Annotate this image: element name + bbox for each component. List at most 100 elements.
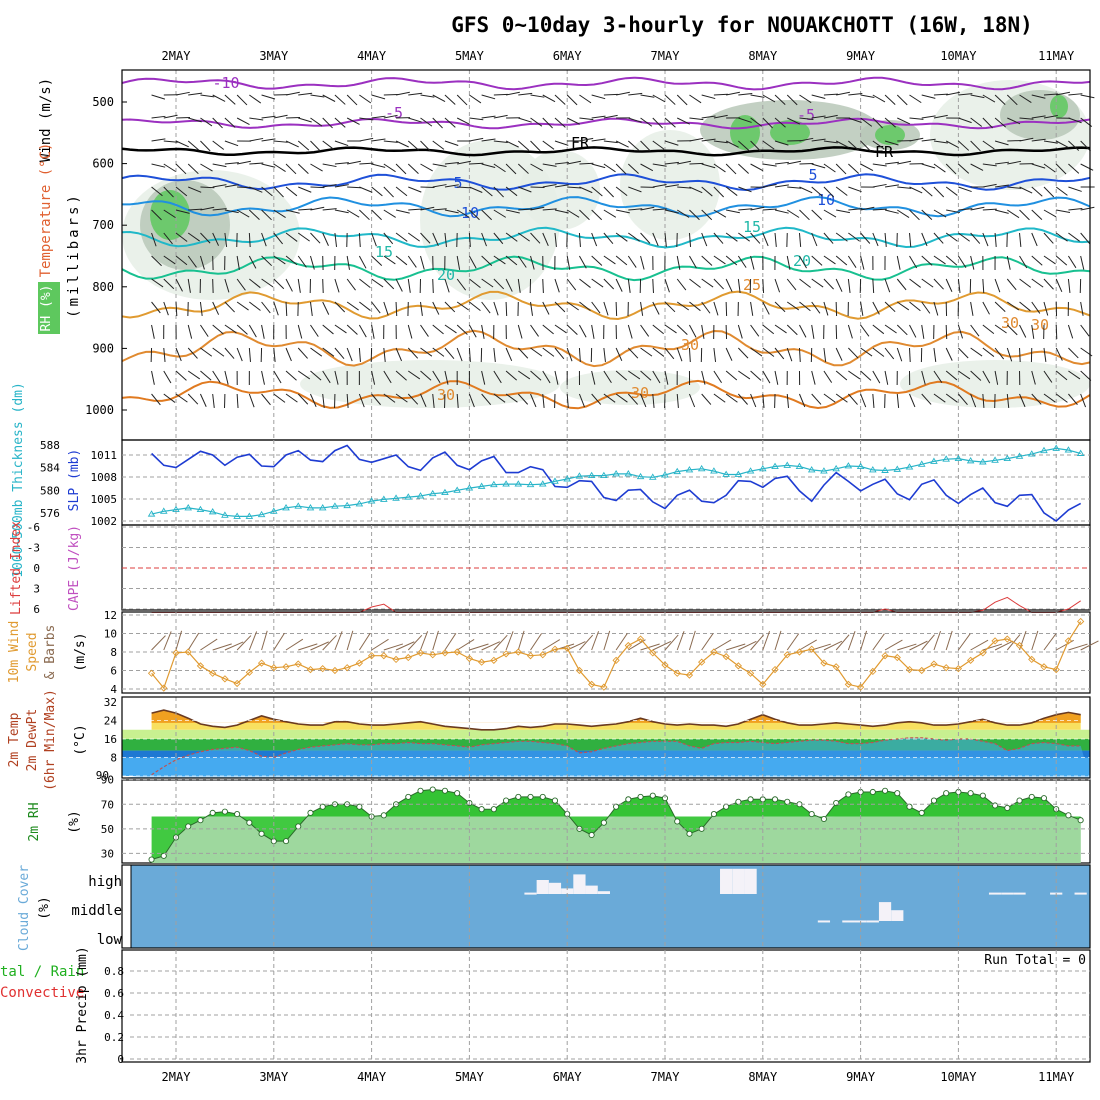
wind-barb [1043, 393, 1056, 403]
wind-barb [542, 232, 549, 247]
wind-barb [1019, 232, 1022, 247]
wind-barb [542, 184, 557, 188]
rh-marker [1040, 795, 1048, 802]
thickness-marker [538, 480, 547, 487]
wind-barb [701, 94, 716, 100]
wind-barb [750, 255, 755, 270]
wind10-barb [469, 643, 489, 651]
wind-speed-marker [783, 651, 791, 659]
wind-barb [371, 324, 375, 339]
wind-barb [1006, 255, 1011, 270]
thickness-marker [1015, 452, 1024, 459]
thickness-marker [196, 505, 205, 513]
wind-barb [481, 370, 486, 385]
wind-barb [933, 232, 944, 244]
wind-barb [505, 347, 513, 362]
wind-barb [615, 163, 627, 175]
wind-barb [848, 140, 860, 151]
wind-barb [701, 209, 713, 221]
wind-barb [309, 255, 315, 270]
wind-speed-marker [1052, 665, 1060, 674]
wind-barb [591, 301, 601, 314]
wind-barb [664, 161, 679, 165]
wind-barb [860, 393, 867, 408]
wind-barb [640, 232, 651, 244]
wind-barb [786, 209, 800, 218]
rh-marker [295, 823, 302, 830]
wind-barb [896, 324, 908, 336]
wind-barb [444, 301, 456, 313]
thickness-marker [1064, 446, 1073, 453]
wind-barb [199, 255, 205, 270]
wind-barb [1043, 114, 1058, 119]
wind-barb [469, 117, 484, 121]
wind-barb [395, 91, 410, 96]
wind-barb [701, 370, 706, 385]
wind-barb [603, 278, 615, 290]
wind-barb [982, 140, 995, 150]
wind-barb [468, 255, 477, 269]
wind-tick-label: 4 [110, 683, 117, 696]
wind-barb [518, 117, 532, 123]
wind-barb [1006, 94, 1018, 106]
wind-speed-marker [856, 683, 865, 691]
wind-barb [689, 301, 701, 312]
rh-marker [551, 797, 559, 804]
wind-barb [921, 163, 936, 169]
wind-barb [909, 301, 921, 312]
wind-barb [970, 232, 981, 244]
wind-barb [713, 301, 719, 316]
wind-barb [958, 208, 973, 211]
wind-barb [970, 140, 981, 152]
wind-barb [909, 186, 923, 194]
wind10-barb [615, 633, 628, 651]
wind-barb [530, 370, 542, 381]
wind-barb [432, 370, 441, 384]
wind-barb [799, 117, 814, 120]
wind-barb [615, 140, 629, 148]
thickness-marker [930, 457, 938, 464]
wind-barb [1080, 324, 1090, 337]
wind-barb [456, 301, 469, 311]
wind-barb [799, 162, 814, 165]
thickness-marker [404, 493, 413, 500]
wind-barb [725, 186, 738, 196]
wind-barb [897, 117, 911, 125]
wind-barb [872, 278, 875, 294]
thickness-marker [722, 470, 730, 477]
rh-marker [527, 793, 534, 800]
wind-barb [383, 140, 398, 143]
wind-barb [872, 140, 885, 150]
wind-barb [199, 393, 207, 407]
wind-barb [175, 91, 190, 96]
wind-barb [518, 208, 533, 211]
wind-barb [970, 347, 983, 357]
rh-marker [625, 796, 632, 803]
wind-barb [774, 232, 777, 247]
wind-barb [640, 206, 655, 211]
wind-barb [811, 278, 824, 288]
wind10-barb [640, 643, 660, 651]
date-label-bottom: 2MAY [162, 1070, 192, 1084]
wind-barb [1043, 255, 1056, 265]
wind-barb [909, 393, 916, 408]
li-tick-label: -3 [27, 542, 40, 555]
rh-marker [1028, 793, 1035, 800]
cloud-block-high [732, 868, 745, 894]
temp-frame [121, 696, 1091, 779]
wind-barb [163, 255, 176, 265]
wind-barb [884, 324, 897, 334]
wind-barb [884, 209, 899, 214]
wind-barb [334, 324, 347, 334]
rh-marker [197, 817, 204, 824]
wind-barb [407, 324, 413, 339]
wind-barb [187, 140, 200, 151]
ylabel-cloud-cover: Cloud Cover [17, 865, 32, 951]
wind-barb [689, 186, 703, 194]
wind-barb [872, 324, 885, 335]
wind-barb [676, 393, 679, 408]
wind-speed-marker [245, 668, 253, 676]
wind-barb [652, 208, 667, 211]
wind-barb [481, 324, 485, 339]
wind-barb [774, 117, 786, 128]
